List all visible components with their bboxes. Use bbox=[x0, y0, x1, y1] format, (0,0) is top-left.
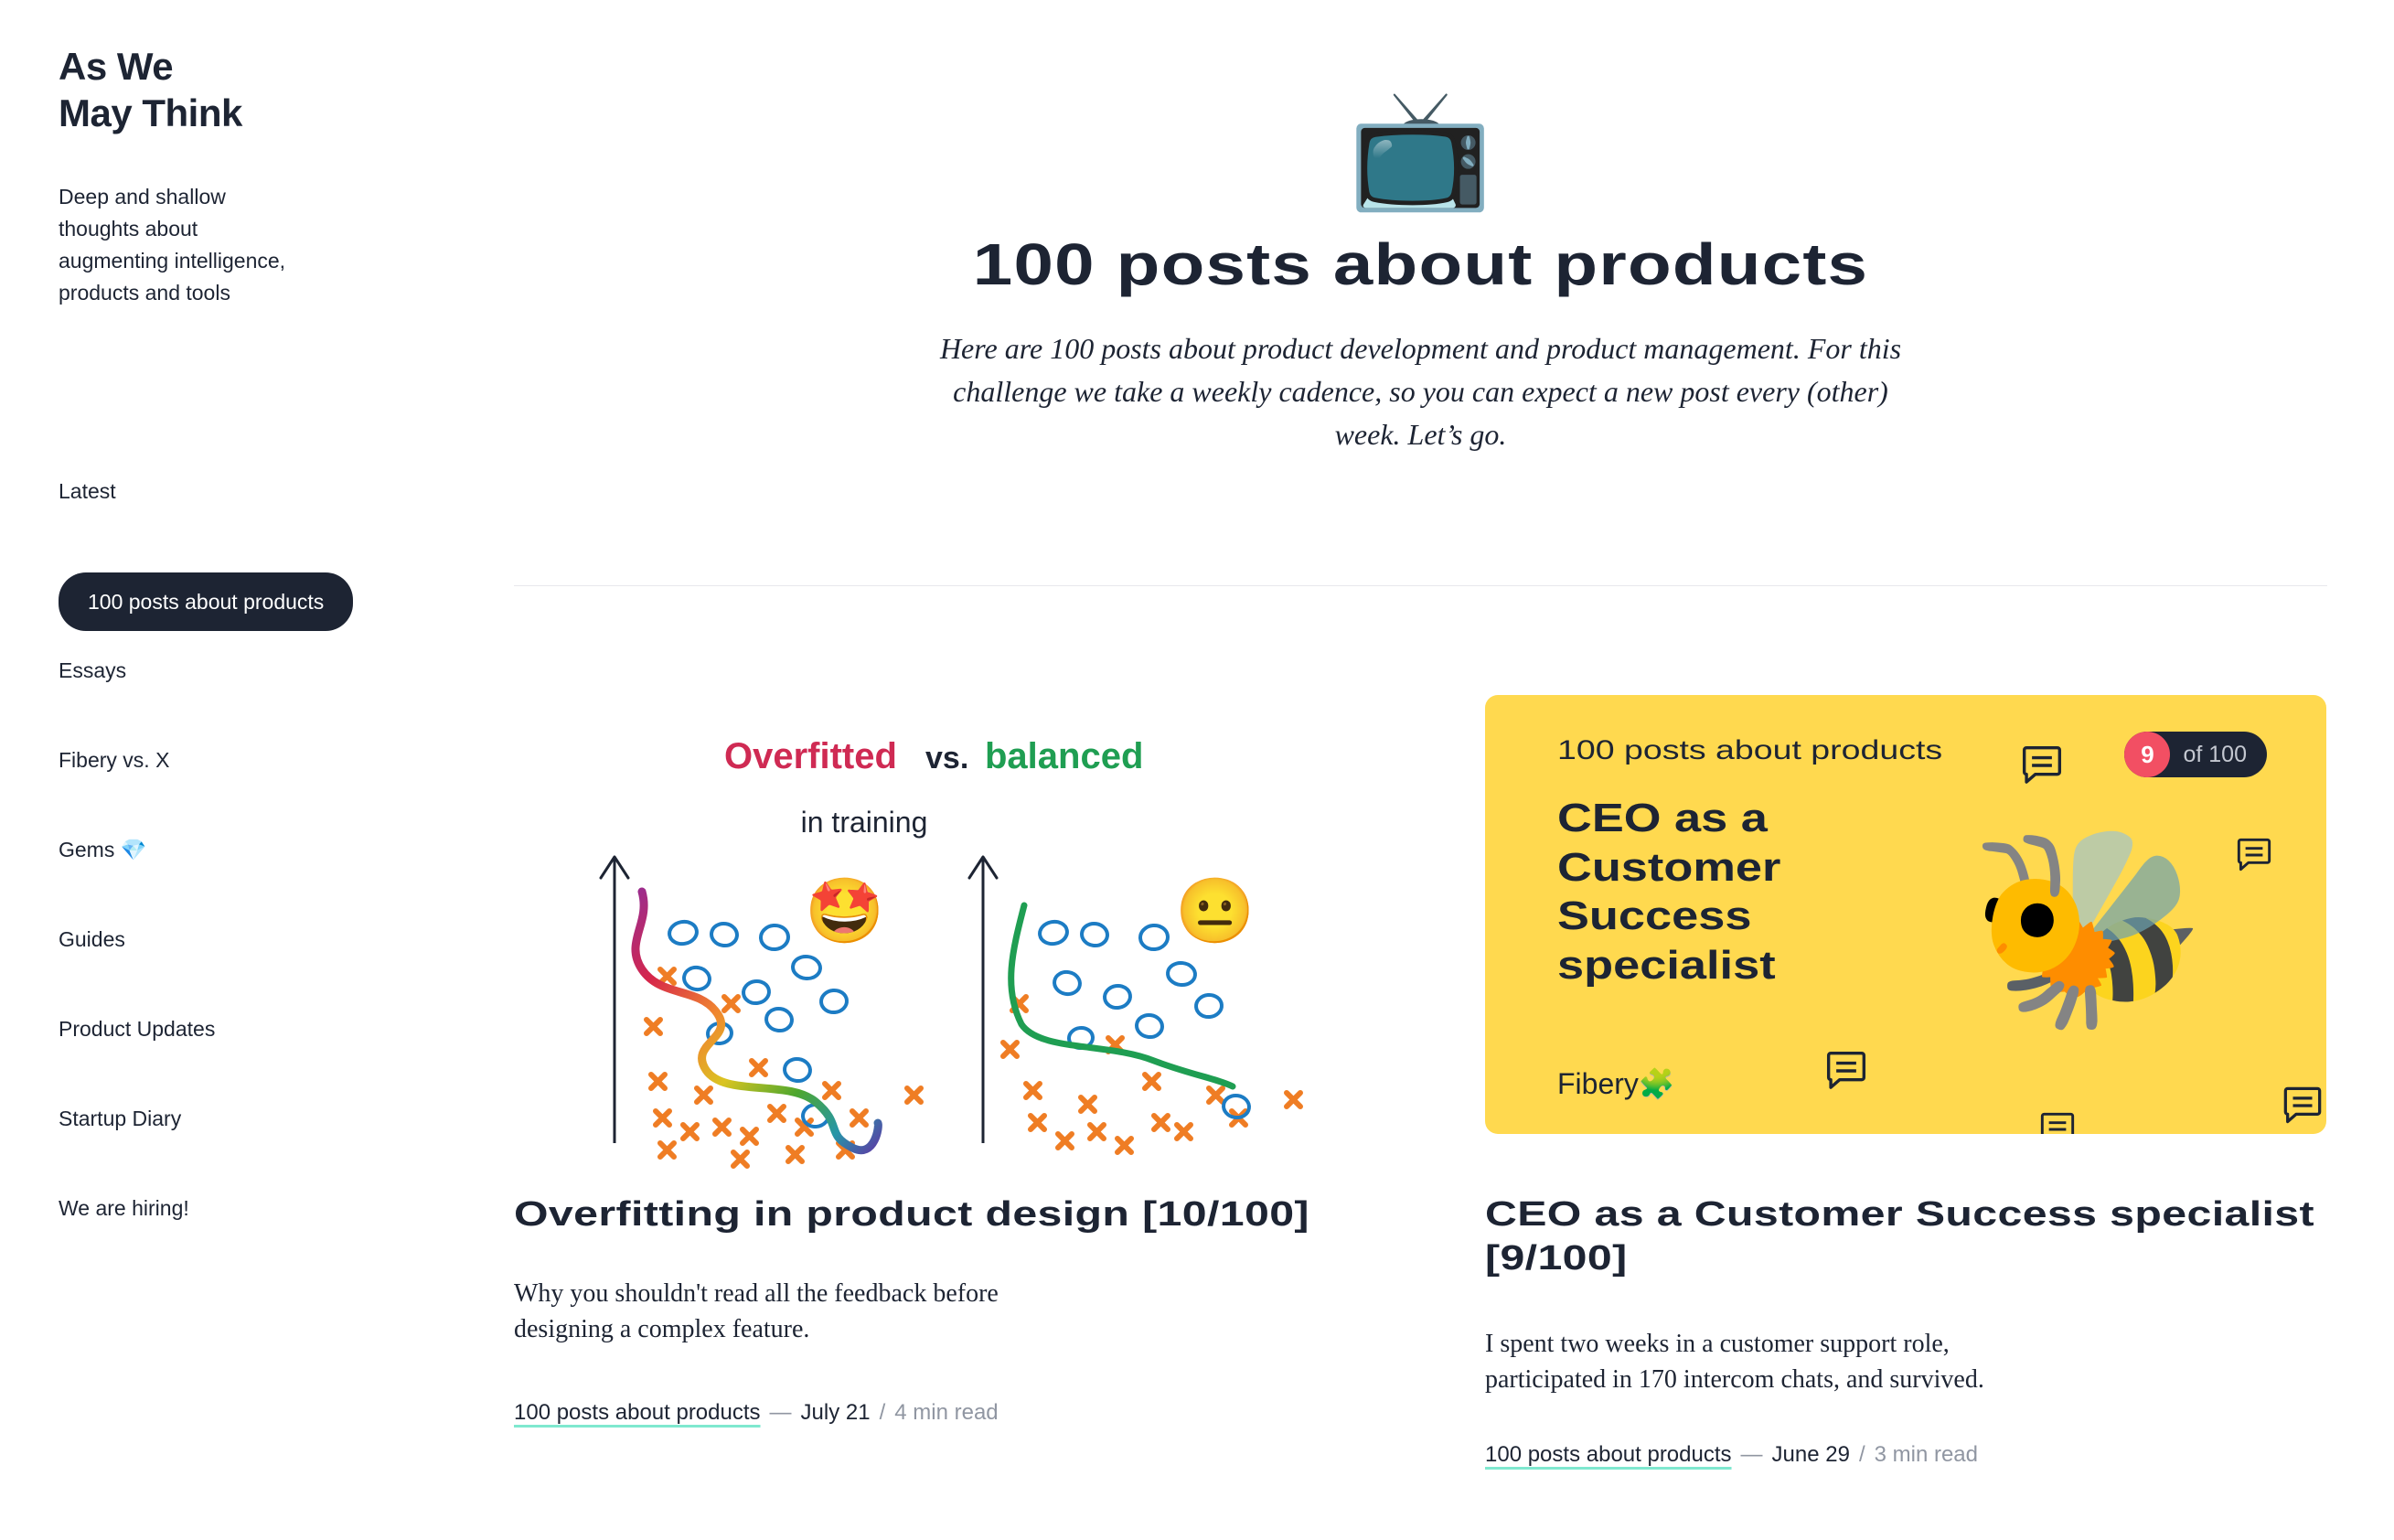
svg-text:🤩: 🤩 bbox=[805, 875, 884, 946]
svg-text:balanced: balanced bbox=[985, 736, 1143, 776]
svg-text:in training: in training bbox=[801, 806, 928, 839]
svg-text:vs.: vs. bbox=[925, 741, 968, 775]
svg-text:😐: 😐 bbox=[1175, 875, 1255, 946]
svg-text:Overfitted: Overfitted bbox=[724, 736, 897, 776]
